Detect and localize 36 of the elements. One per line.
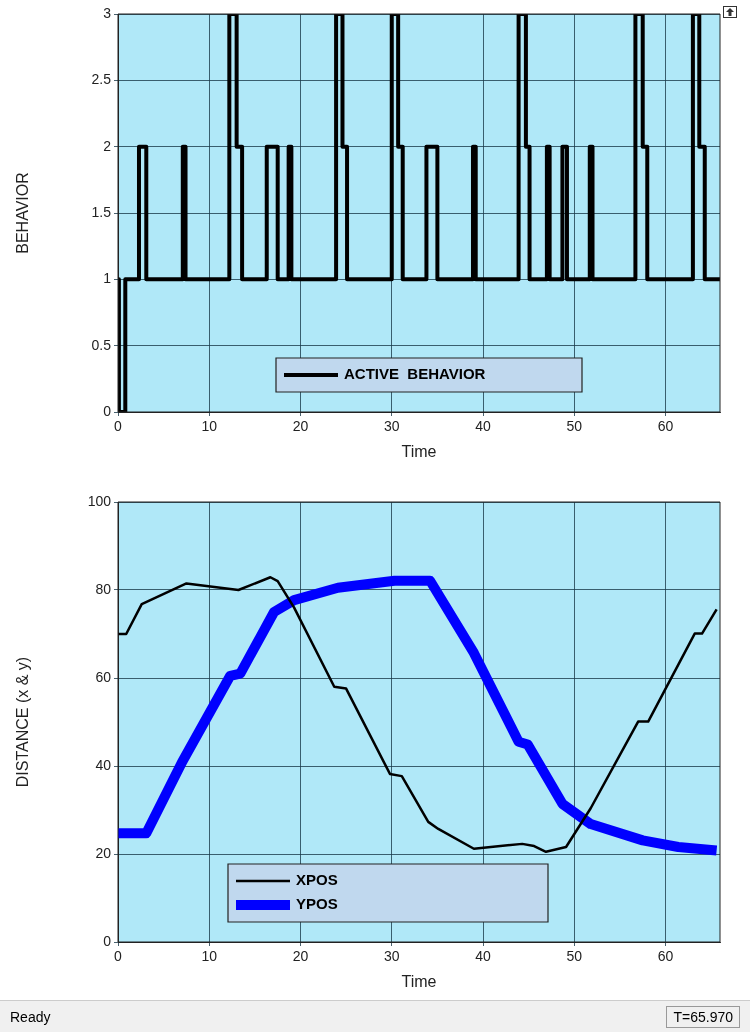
- x-tick-label: 30: [383, 418, 400, 435]
- legend-label: YPOS: [296, 895, 338, 913]
- text: T=65.970: [666, 1005, 740, 1028]
- y-tick-label: 2: [103, 137, 112, 154]
- y-tick-label: 1: [103, 270, 112, 287]
- x-tick-label: 60: [657, 418, 674, 435]
- y-tick-label: 60: [95, 668, 112, 685]
- y-tick-label: 40: [95, 756, 112, 773]
- x-tick-label: 50: [566, 948, 583, 965]
- x-tick-label: 40: [475, 948, 492, 965]
- legend-label: XPOS: [296, 871, 338, 889]
- legend-label: ACTIVE BEHAVIOR: [344, 365, 486, 383]
- y-axis-title: DISTANCE (x & y): [14, 656, 32, 788]
- x-tick-label: 50: [566, 418, 583, 435]
- x-tick-label: 0: [114, 948, 123, 965]
- y-tick-label: 0: [103, 932, 112, 949]
- x-tick-label: 10: [201, 418, 218, 435]
- x-axis-title: Time: [401, 442, 437, 460]
- y-tick-label: 20: [95, 844, 112, 861]
- y-tick-label: 100: [87, 492, 112, 509]
- y-tick-label: 0: [103, 402, 112, 419]
- x-tick-label: 40: [475, 418, 492, 435]
- y-tick-label: 80: [95, 580, 112, 597]
- x-tick-label: 20: [292, 418, 309, 435]
- y-tick-label: 2.5: [91, 71, 112, 88]
- x-tick-label: 20: [292, 948, 309, 965]
- text: Ready: [10, 1008, 51, 1025]
- x-axis-title: Time: [401, 972, 437, 990]
- y-tick-label: 1.5: [91, 203, 112, 220]
- x-tick-label: 30: [383, 948, 400, 965]
- x-tick-label: 0: [114, 418, 123, 435]
- y-tick-label: 0.5: [91, 336, 112, 353]
- x-tick-label: 60: [657, 948, 674, 965]
- x-tick-label: 10: [201, 948, 218, 965]
- y-axis-title: BEHAVIOR: [14, 172, 32, 254]
- y-tick-label: 3: [103, 4, 112, 21]
